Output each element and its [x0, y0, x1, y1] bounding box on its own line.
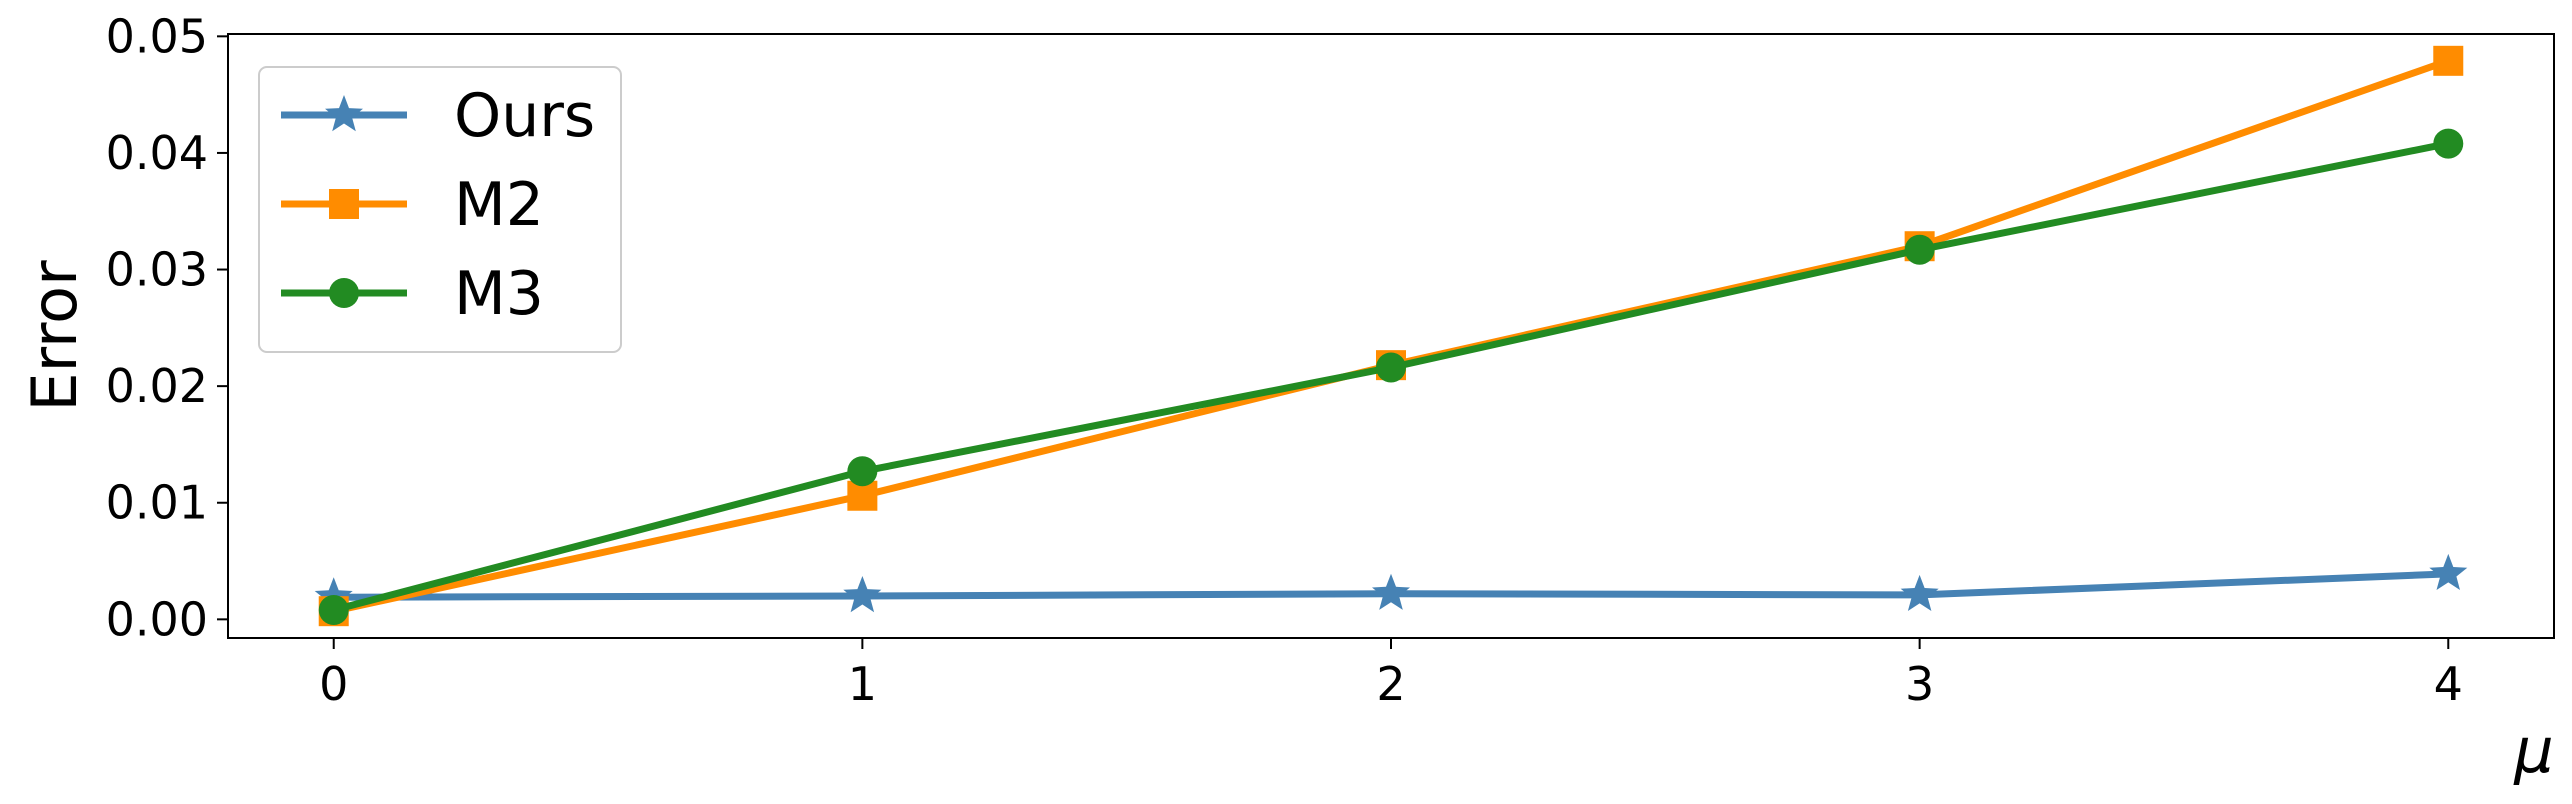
- axes-layer: 0 1 2 3 4 0.00 0.01 0.02 0.03 0.04 0.05: [106, 9, 2463, 711]
- y-tick-label: 0.02: [106, 359, 208, 413]
- legend-marker: [329, 189, 359, 219]
- data-point: [1900, 574, 1939, 611]
- data-point: [318, 595, 349, 626]
- data-point: [847, 456, 878, 487]
- legend-item: M3: [281, 259, 544, 329]
- x-tick-label: 1: [848, 657, 877, 711]
- data-point: [2429, 553, 2468, 590]
- x-tick-label: 3: [1905, 657, 1934, 711]
- legend-label: Ours: [454, 81, 595, 151]
- legend-marker: [329, 278, 359, 308]
- data-point: [2433, 45, 2464, 76]
- legend-label: M3: [454, 259, 544, 329]
- series-m3: [318, 128, 2464, 626]
- y-tick-label: 0.03: [106, 243, 208, 297]
- x-axis-title: μ: [2513, 714, 2553, 787]
- data-point: [1372, 573, 1410, 610]
- data-point: [1904, 234, 1935, 265]
- y-tick-label: 0.04: [106, 126, 208, 180]
- data-point: [2433, 128, 2464, 159]
- x-tick-label: 0: [319, 657, 348, 711]
- series-layer: [314, 45, 2468, 627]
- x-tick-label: 2: [1376, 657, 1405, 711]
- y-axis-title: Error: [18, 260, 91, 412]
- legend-marker: [325, 95, 363, 132]
- legend: Ours M2 M3: [258, 66, 622, 353]
- data-point: [1376, 352, 1406, 383]
- legend-label: M2: [454, 170, 544, 240]
- y-tick-label: 0.00: [106, 592, 208, 646]
- y-tick-label: 0.05: [106, 9, 208, 63]
- series-ours: [314, 553, 2468, 614]
- legend-item: Ours: [281, 81, 595, 151]
- y-tick-label: 0.01: [106, 476, 208, 530]
- series-m2: [318, 45, 2464, 627]
- x-tick-label: 4: [2434, 657, 2463, 711]
- legend-item: M2: [281, 170, 544, 240]
- data-point: [843, 576, 882, 613]
